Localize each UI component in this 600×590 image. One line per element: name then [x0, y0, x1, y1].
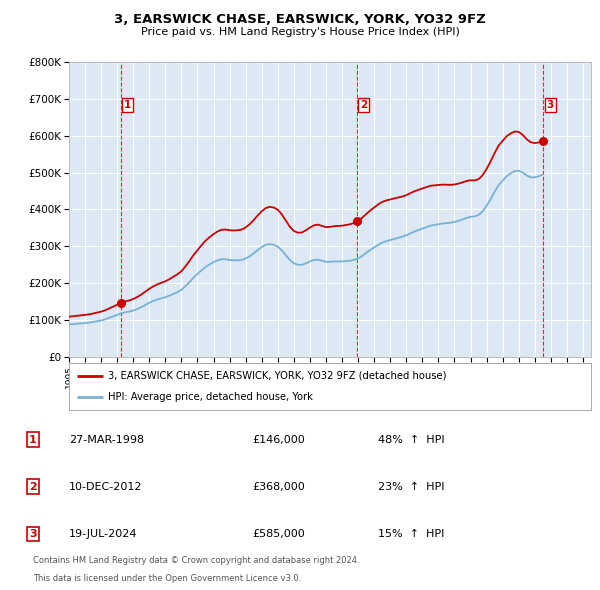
Text: £368,000: £368,000 [252, 482, 305, 491]
Text: 3: 3 [547, 100, 554, 110]
Text: £146,000: £146,000 [252, 435, 305, 444]
Text: 3: 3 [29, 529, 37, 539]
Text: 15%  ↑  HPI: 15% ↑ HPI [378, 529, 445, 539]
Text: 2: 2 [361, 100, 368, 110]
Text: 1: 1 [29, 435, 37, 444]
Text: Price paid vs. HM Land Registry's House Price Index (HPI): Price paid vs. HM Land Registry's House … [140, 27, 460, 37]
Text: 19-JUL-2024: 19-JUL-2024 [69, 529, 137, 539]
Text: 10-DEC-2012: 10-DEC-2012 [69, 482, 143, 491]
Text: £585,000: £585,000 [252, 529, 305, 539]
Text: Contains HM Land Registry data © Crown copyright and database right 2024.: Contains HM Land Registry data © Crown c… [33, 556, 359, 565]
Text: 2: 2 [29, 482, 37, 491]
Text: 3, EARSWICK CHASE, EARSWICK, YORK, YO32 9FZ: 3, EARSWICK CHASE, EARSWICK, YORK, YO32 … [114, 13, 486, 26]
Text: 48%  ↑  HPI: 48% ↑ HPI [378, 435, 445, 444]
Text: This data is licensed under the Open Government Licence v3.0.: This data is licensed under the Open Gov… [33, 574, 301, 583]
Text: 27-MAR-1998: 27-MAR-1998 [69, 435, 144, 444]
Text: HPI: Average price, detached house, York: HPI: Average price, detached house, York [108, 392, 313, 402]
Text: 1: 1 [124, 100, 131, 110]
Text: 23%  ↑  HPI: 23% ↑ HPI [378, 482, 445, 491]
Text: 3, EARSWICK CHASE, EARSWICK, YORK, YO32 9FZ (detached house): 3, EARSWICK CHASE, EARSWICK, YORK, YO32 … [108, 371, 446, 381]
